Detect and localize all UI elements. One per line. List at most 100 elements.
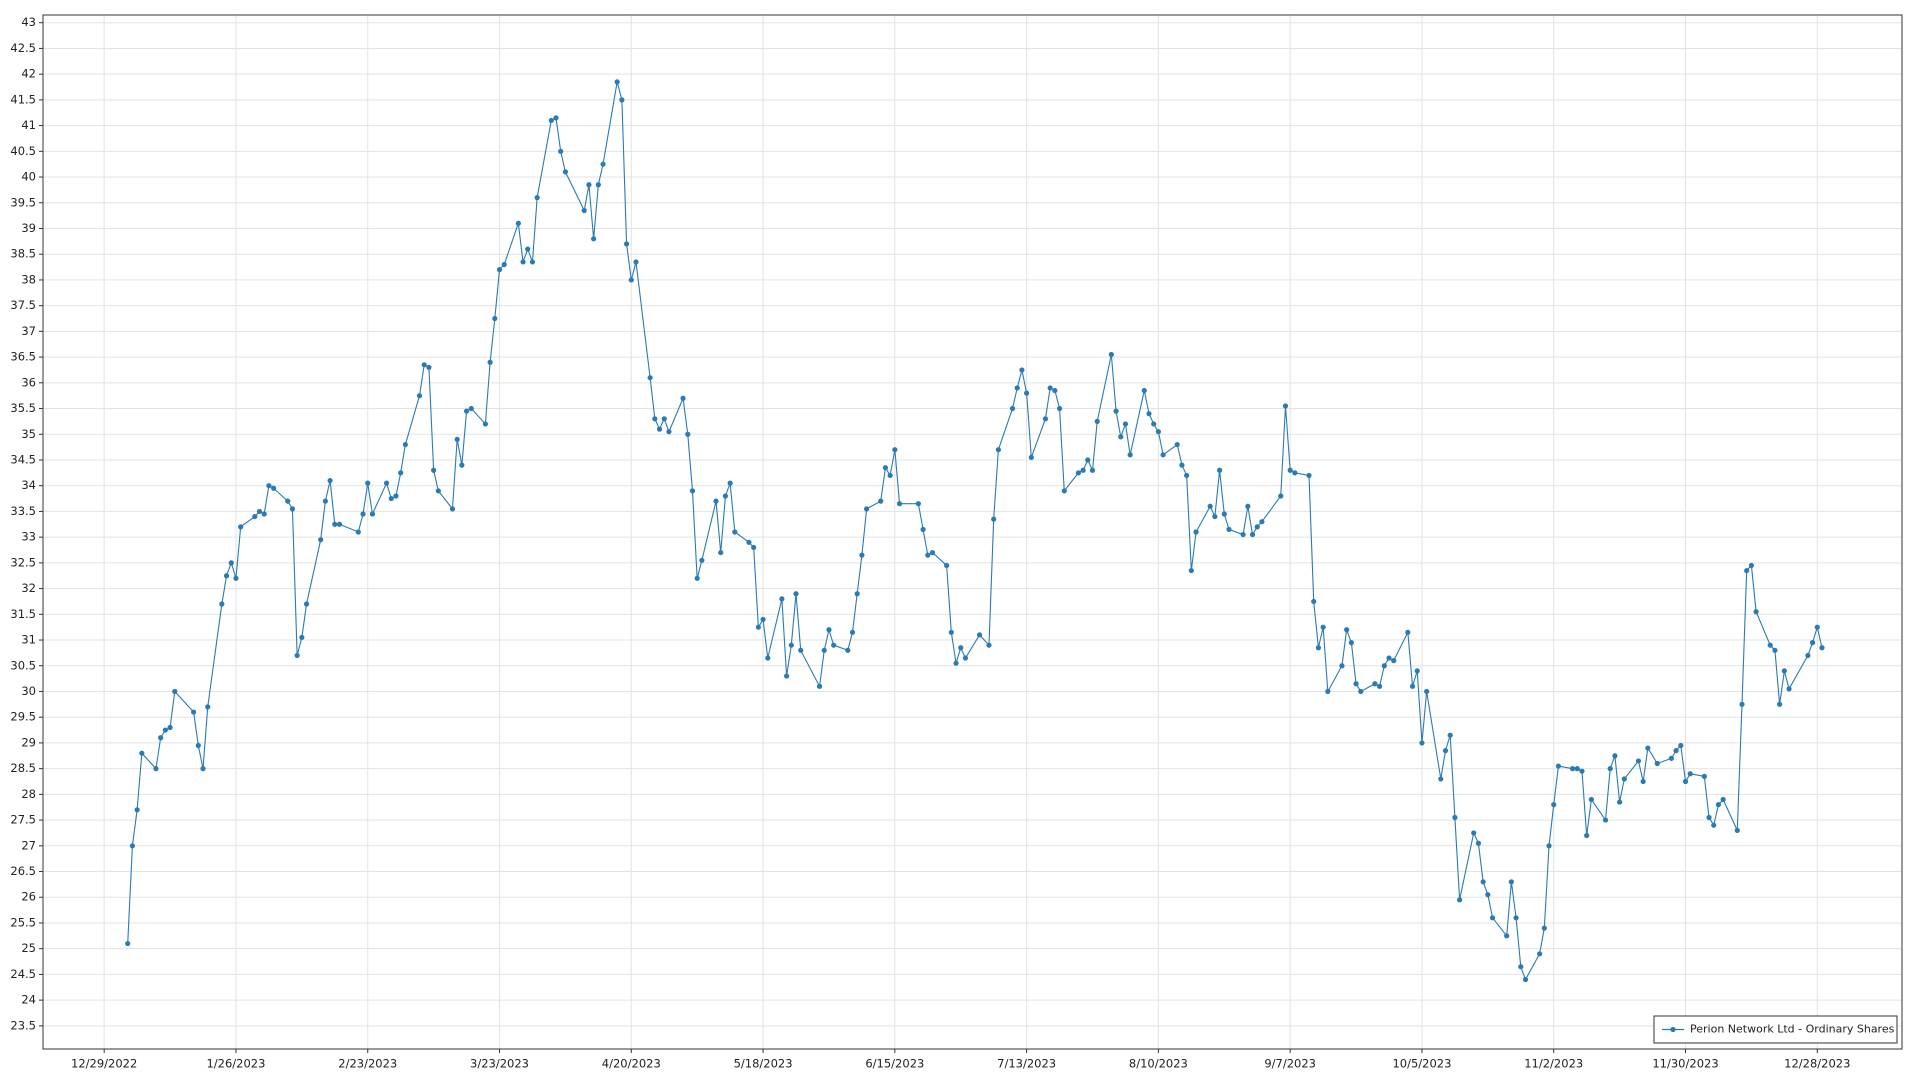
data-point bbox=[534, 195, 540, 201]
data-point bbox=[1353, 681, 1359, 687]
data-point bbox=[548, 117, 554, 124]
x-tick-label: 7/13/2023 bbox=[997, 1057, 1056, 1071]
data-point bbox=[760, 616, 766, 623]
data-point bbox=[487, 359, 493, 365]
data-point bbox=[1146, 411, 1152, 417]
data-point bbox=[1711, 822, 1717, 828]
data-point bbox=[1687, 771, 1693, 777]
x-tick-label: 12/28/2023 bbox=[1784, 1057, 1850, 1071]
data-point bbox=[219, 601, 225, 607]
x-tick-label: 1/26/2023 bbox=[206, 1057, 265, 1071]
data-point bbox=[755, 624, 761, 630]
data-point bbox=[1127, 452, 1133, 458]
y-tick-label: 37 bbox=[21, 324, 36, 338]
y-tick-label: 28.5 bbox=[10, 761, 36, 775]
data-point bbox=[1781, 668, 1787, 674]
y-tick-label: 32.5 bbox=[10, 555, 36, 569]
data-point bbox=[1019, 367, 1025, 373]
data-point bbox=[1819, 645, 1825, 651]
data-point bbox=[788, 642, 794, 648]
data-point bbox=[520, 259, 526, 265]
data-point bbox=[365, 480, 371, 486]
data-point bbox=[859, 552, 865, 558]
data-point bbox=[426, 364, 432, 370]
data-point bbox=[892, 447, 898, 453]
data-point bbox=[1113, 408, 1119, 414]
data-point bbox=[694, 575, 700, 581]
data-point bbox=[1339, 663, 1345, 669]
data-point bbox=[383, 480, 390, 486]
data-point bbox=[793, 591, 799, 597]
data-point bbox=[1245, 503, 1251, 509]
y-tick-label: 24.5 bbox=[10, 967, 36, 981]
data-point bbox=[1174, 441, 1180, 448]
data-point bbox=[1024, 390, 1030, 396]
data-point bbox=[882, 465, 889, 471]
data-point bbox=[271, 485, 277, 491]
x-tick-label: 11/30/2023 bbox=[1652, 1057, 1718, 1071]
data-point bbox=[784, 673, 790, 679]
y-tick-label: 36 bbox=[21, 375, 36, 389]
data-point bbox=[1522, 976, 1529, 983]
data-point bbox=[158, 735, 164, 741]
y-tick-label: 29.5 bbox=[10, 710, 36, 724]
data-point bbox=[1753, 609, 1759, 615]
data-point bbox=[449, 506, 456, 512]
x-tick-label: 6/15/2023 bbox=[865, 1057, 924, 1071]
data-point bbox=[1584, 832, 1590, 839]
data-point bbox=[633, 259, 639, 265]
data-point bbox=[1555, 763, 1562, 769]
data-point bbox=[854, 591, 860, 597]
data-point bbox=[619, 97, 625, 103]
data-point bbox=[1673, 748, 1679, 754]
data-point bbox=[1089, 467, 1096, 473]
legend: Perion Network Ltd - Ordinary Shares bbox=[1653, 1015, 1898, 1044]
data-point bbox=[896, 501, 903, 507]
y-tick-label: 37.5 bbox=[10, 298, 36, 312]
data-point bbox=[393, 493, 399, 499]
data-point bbox=[1457, 897, 1463, 903]
x-tick-label: 5/18/2023 bbox=[734, 1057, 793, 1071]
data-point bbox=[1122, 421, 1129, 427]
data-point bbox=[327, 477, 333, 484]
data-point bbox=[172, 688, 178, 695]
data-point bbox=[1179, 462, 1185, 468]
y-tick-label: 36.5 bbox=[10, 350, 36, 364]
data-point bbox=[628, 277, 634, 283]
data-point bbox=[266, 483, 272, 489]
data-point bbox=[1108, 351, 1114, 358]
data-point bbox=[878, 498, 884, 504]
data-point bbox=[1292, 470, 1298, 476]
data-point bbox=[765, 655, 771, 661]
data-point bbox=[1315, 645, 1322, 651]
y-tick-label: 41 bbox=[21, 118, 36, 132]
data-point bbox=[991, 516, 997, 522]
data-point bbox=[1056, 405, 1063, 412]
data-point bbox=[1471, 830, 1477, 836]
data-point bbox=[553, 115, 559, 121]
data-point bbox=[1075, 470, 1081, 476]
y-tick-label: 39 bbox=[21, 221, 36, 235]
data-point bbox=[976, 632, 983, 638]
legend-box bbox=[1653, 1015, 1898, 1044]
data-point bbox=[463, 408, 470, 414]
data-point bbox=[1734, 827, 1740, 833]
data-point bbox=[1518, 964, 1524, 970]
data-point bbox=[398, 470, 404, 476]
y-tick-label: 35.5 bbox=[10, 401, 36, 415]
data-point bbox=[1551, 802, 1557, 808]
y-tick-label: 26 bbox=[21, 890, 36, 904]
data-point bbox=[779, 596, 785, 602]
data-point bbox=[318, 537, 324, 543]
data-point bbox=[986, 642, 992, 648]
data-point bbox=[1028, 454, 1034, 461]
data-point bbox=[1504, 933, 1510, 939]
y-tick-label: 30 bbox=[21, 684, 36, 698]
data-point bbox=[944, 562, 950, 569]
data-point bbox=[680, 395, 686, 401]
data-point bbox=[482, 421, 488, 427]
data-point bbox=[1682, 778, 1689, 785]
data-point bbox=[1348, 640, 1354, 646]
data-point bbox=[1391, 658, 1397, 664]
data-point bbox=[1640, 778, 1646, 785]
